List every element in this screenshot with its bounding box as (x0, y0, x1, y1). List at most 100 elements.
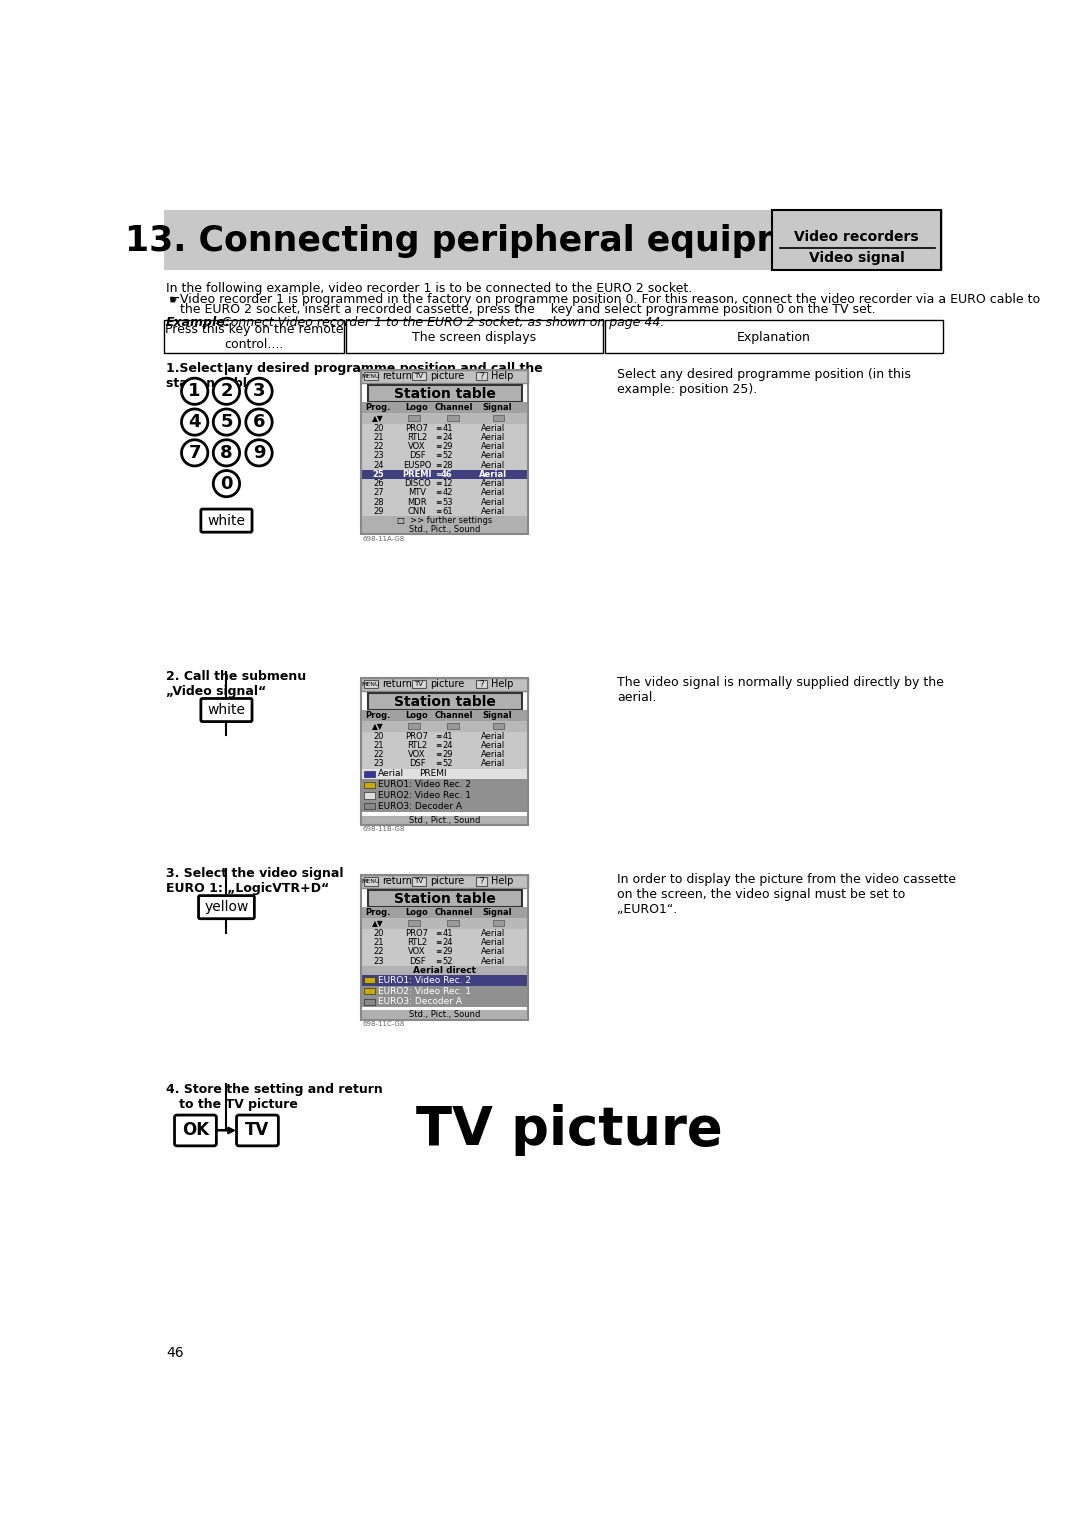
Bar (362, 460, 528, 469)
Circle shape (246, 440, 272, 466)
Text: picture: picture (430, 680, 464, 689)
Text: 53: 53 (442, 498, 453, 507)
Text: MDR: MDR (407, 498, 427, 507)
Text: Aerial: Aerial (481, 732, 505, 741)
Text: Aerial: Aerial (481, 957, 505, 966)
Text: return: return (382, 680, 413, 689)
Text: Station table: Station table (394, 892, 496, 906)
Text: Std., Pict., Sound: Std., Pict., Sound (409, 526, 481, 535)
Text: TV: TV (414, 879, 423, 885)
Circle shape (181, 377, 207, 405)
Text: Aerial: Aerial (481, 947, 505, 957)
Bar (362, 469, 528, 480)
FancyBboxPatch shape (237, 1115, 279, 1146)
Circle shape (246, 377, 272, 405)
Text: RTL2: RTL2 (407, 432, 428, 442)
Bar (362, 929, 528, 938)
Text: 25: 25 (373, 471, 384, 478)
Text: 21: 21 (373, 938, 383, 947)
Text: Aerial direct: Aerial direct (414, 966, 476, 975)
Text: DISCO: DISCO (404, 480, 431, 487)
Bar (494, 416, 504, 422)
Text: Channel: Channel (435, 711, 473, 720)
Bar (362, 966, 528, 975)
Bar (364, 782, 375, 788)
Text: TV: TV (245, 1122, 270, 1140)
Text: picture: picture (430, 877, 464, 886)
Text: Signal: Signal (482, 403, 512, 413)
Text: 23: 23 (373, 759, 383, 769)
Text: TV picture: TV picture (416, 1105, 723, 1157)
Text: MENU: MENU (362, 879, 380, 883)
Text: 698-11C-G8: 698-11C-G8 (363, 1021, 405, 1027)
Text: 7: 7 (188, 443, 201, 461)
Text: ?: ? (480, 877, 484, 886)
Text: Signal: Signal (482, 711, 512, 720)
Bar (408, 920, 420, 926)
Text: ≡: ≡ (435, 957, 442, 966)
Text: 52: 52 (442, 451, 453, 460)
Bar (362, 370, 528, 384)
Bar (362, 779, 528, 790)
Text: Aerial: Aerial (481, 480, 505, 487)
Bar (362, 750, 528, 759)
Text: return: return (382, 371, 413, 382)
Text: ≡: ≡ (435, 507, 442, 516)
FancyBboxPatch shape (201, 698, 252, 721)
Bar (362, 741, 528, 750)
Text: PREMI: PREMI (403, 471, 432, 478)
Text: TV: TV (414, 373, 423, 379)
Text: Aerial: Aerial (378, 770, 405, 778)
Bar (362, 442, 528, 451)
Circle shape (181, 410, 207, 435)
Text: 4. Store the setting and return
   to the TV picture: 4. Store the setting and return to the T… (166, 1083, 382, 1111)
Bar (362, 480, 528, 489)
Text: 23: 23 (373, 451, 383, 460)
Text: ≡: ≡ (435, 451, 442, 460)
Text: Help: Help (490, 371, 513, 382)
Bar (362, 790, 528, 801)
Text: Aerial: Aerial (480, 471, 508, 478)
Text: 52: 52 (442, 759, 453, 769)
Bar (362, 711, 528, 721)
Bar (362, 918, 528, 929)
Bar (362, 1010, 528, 1019)
Bar (408, 416, 420, 422)
Bar (408, 723, 420, 729)
Text: 13. Connecting peripheral equipment: 13. Connecting peripheral equipment (125, 225, 858, 258)
Text: 26: 26 (373, 480, 383, 487)
Bar (364, 793, 375, 799)
Text: ≡: ≡ (435, 929, 442, 938)
Text: 12: 12 (442, 480, 453, 487)
Text: 24: 24 (442, 938, 453, 947)
Text: 61: 61 (442, 507, 453, 516)
Text: Aerial: Aerial (481, 938, 505, 947)
Text: 4: 4 (188, 413, 201, 431)
Text: 41: 41 (442, 929, 453, 938)
Text: 41: 41 (442, 423, 453, 432)
Text: ≡: ≡ (435, 432, 442, 442)
Bar (476, 371, 487, 380)
Text: Explanation: Explanation (737, 332, 810, 344)
Text: ≡: ≡ (435, 732, 442, 741)
Text: 20: 20 (373, 929, 383, 938)
Bar (362, 498, 528, 507)
Text: EURO1: Video Rec. 2: EURO1: Video Rec. 2 (378, 976, 471, 986)
Text: Prog.: Prog. (366, 908, 391, 917)
Text: white: white (207, 703, 245, 717)
Text: Aerial: Aerial (481, 460, 505, 469)
Text: Press this key on the remote
control....: Press this key on the remote control.... (165, 324, 343, 351)
Text: EURO2: Video Rec. 1: EURO2: Video Rec. 1 (378, 792, 471, 801)
Text: Aerial: Aerial (481, 741, 505, 750)
Text: 24: 24 (373, 460, 383, 469)
Bar (364, 680, 378, 689)
FancyBboxPatch shape (367, 694, 522, 711)
Text: MTV: MTV (408, 489, 427, 498)
Text: DSF: DSF (409, 957, 426, 966)
Text: PREMI: PREMI (419, 770, 447, 778)
Bar (362, 432, 528, 442)
Text: picture: picture (430, 371, 464, 382)
Text: TV: TV (414, 681, 423, 688)
FancyBboxPatch shape (201, 509, 252, 532)
Text: Signal: Signal (482, 908, 512, 917)
